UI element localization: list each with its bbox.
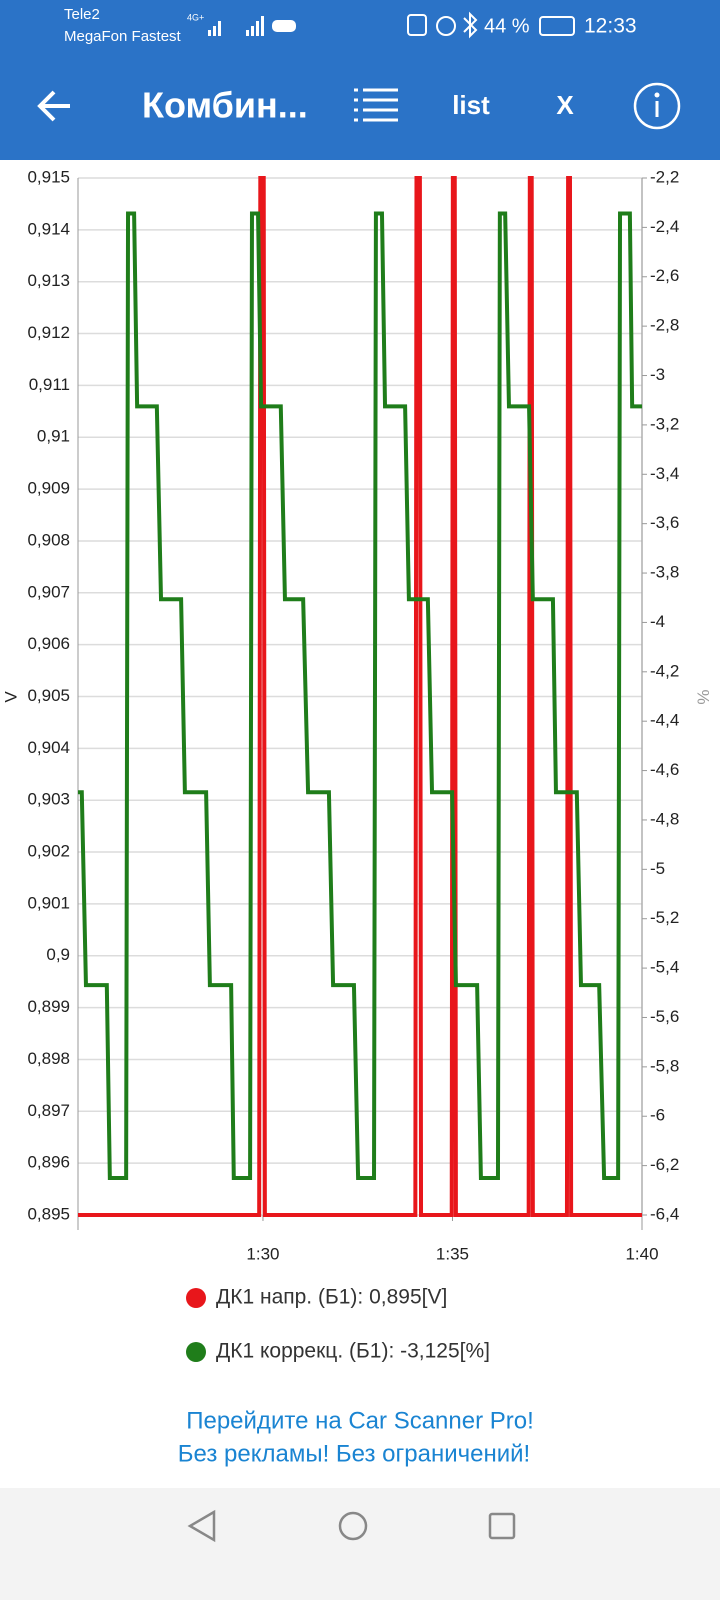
- y-tick-label: 0,904: [27, 738, 70, 757]
- list-button[interactable]: list: [452, 90, 490, 120]
- x-tick-label: 1:30: [246, 1244, 279, 1263]
- y2-tick-label: -5,2: [650, 908, 679, 927]
- y-tick-label: 0,915: [27, 167, 70, 186]
- y2-tick-label: -6,4: [650, 1204, 679, 1223]
- app-title: Комбин...: [142, 85, 308, 126]
- nav-back[interactable]: [187, 1509, 216, 1543]
- y-tick-label: 0,906: [27, 634, 70, 653]
- y2-tick-label: -4,8: [650, 809, 679, 828]
- y2-axis-label: %: [694, 689, 713, 704]
- battery-icon: [539, 16, 575, 36]
- y2-tick-label: -4: [650, 612, 665, 631]
- y-axis-label: V: [1, 691, 20, 703]
- series-line: [78, 176, 642, 1217]
- nav-home[interactable]: [338, 1511, 368, 1541]
- network-type: 4G+: [187, 12, 204, 22]
- y2-tick-label: -3,4: [650, 464, 679, 483]
- y-tick-label: 0,91: [37, 427, 70, 446]
- y-tick-label: 0,911: [29, 375, 70, 394]
- y2-tick-label: -4,6: [650, 760, 679, 779]
- y2-tick-label: -3: [650, 365, 665, 384]
- clock: 12:33: [584, 15, 637, 38]
- battery-level: 44 %: [484, 15, 530, 37]
- y-tick-label: 0,908: [27, 530, 70, 549]
- y2-tick-label: -5,4: [650, 958, 679, 977]
- y-tick-label: 0,896: [27, 1153, 70, 1172]
- y2-tick-label: -2,4: [650, 217, 679, 236]
- y2-tick-label: -2,2: [650, 167, 679, 186]
- x-tick-label: 1:35: [436, 1244, 469, 1263]
- promo-line[interactable]: Перейдите на Car Scanner Pro!: [186, 1407, 534, 1434]
- y2-tick-label: -5,6: [650, 1007, 679, 1026]
- y-tick-label: 0,898: [27, 1049, 70, 1068]
- y-tick-label: 0,901: [27, 893, 70, 912]
- y-tick-label: 0,909: [27, 479, 70, 498]
- y-tick-label: 0,895: [27, 1204, 70, 1223]
- y-tick-label: 0,912: [27, 323, 70, 342]
- info-button[interactable]: [633, 82, 681, 130]
- y-tick-label: 0,902: [27, 842, 70, 861]
- carrier-1: Tele2: [64, 6, 100, 23]
- y2-tick-label: -4,2: [650, 661, 679, 680]
- carrier-2: MegaFon Fastest: [64, 28, 182, 45]
- y2-tick-label: -5: [650, 859, 665, 878]
- y2-tick-label: -3,8: [650, 563, 679, 582]
- y-tick-label: 0,913: [27, 271, 70, 290]
- y2-tick-label: -5,8: [650, 1056, 679, 1075]
- list-icon-button[interactable]: [354, 88, 398, 122]
- x-tick-label: 1:40: [625, 1244, 658, 1263]
- y2-tick-label: -2,8: [650, 316, 679, 335]
- close-button[interactable]: X: [556, 90, 574, 120]
- grid: [78, 177, 643, 1216]
- y-tick-label: 0,905: [27, 686, 70, 705]
- y2-tick-label: -3,6: [650, 513, 679, 532]
- legend-label: ДК1 коррекц. (Б1): -3,125[%]: [216, 1340, 490, 1363]
- promo-line[interactable]: Без рекламы! Без ограничений!: [178, 1440, 530, 1467]
- nav-recent[interactable]: [488, 1512, 516, 1540]
- status-icons: [407, 11, 478, 39]
- nav-bar: [0, 1488, 720, 1600]
- y-tick-label: 0,9: [46, 945, 70, 964]
- y-tick-label: 0,897: [27, 1101, 70, 1120]
- y-tick-label: 0,914: [27, 219, 70, 238]
- series-line: [78, 211, 642, 1180]
- y2-tick-label: -3,2: [650, 414, 679, 433]
- y-tick-label: 0,903: [27, 790, 70, 809]
- y-tick-label: 0,907: [27, 582, 70, 601]
- y2-tick-label: -6,2: [650, 1155, 679, 1174]
- y-tick-label: 0,899: [27, 997, 70, 1016]
- legend-label: ДК1 напр. (Б1): 0,895[V]: [216, 1286, 447, 1309]
- legend-marker: [186, 1342, 206, 1362]
- app-header-bg: [0, 0, 720, 160]
- signal-icons: [208, 16, 296, 36]
- y2-tick-label: -6: [650, 1106, 665, 1125]
- back-button[interactable]: [37, 90, 70, 122]
- y2-tick-label: -2,6: [650, 266, 679, 285]
- legend-marker: [186, 1288, 206, 1308]
- y2-tick-label: -4,4: [650, 711, 679, 730]
